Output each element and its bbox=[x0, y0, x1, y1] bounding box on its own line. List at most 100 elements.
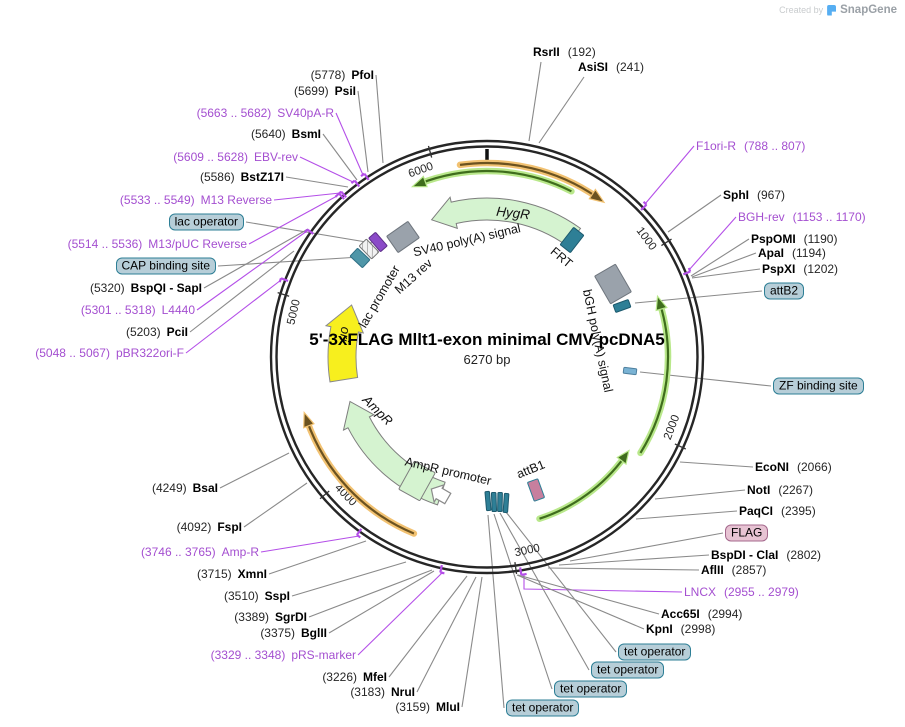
primer-foot-bgh-rev bbox=[682, 270, 691, 276]
sv40-polya-label: SV40 poly(A) signal bbox=[412, 221, 522, 259]
bgh-polya-block bbox=[594, 264, 632, 304]
callout-line-38 bbox=[569, 532, 724, 562]
callout-line-33 bbox=[634, 290, 763, 304]
callout-line-13 bbox=[185, 279, 282, 354]
tick-3000 bbox=[514, 562, 518, 575]
callout-line-0 bbox=[375, 74, 384, 164]
primer-foot-ebv-rev bbox=[353, 179, 361, 188]
lac-operator-block bbox=[359, 238, 379, 260]
callout-line-47 bbox=[487, 514, 505, 709]
callout-line-19 bbox=[308, 569, 433, 618]
callout-line-35 bbox=[679, 461, 754, 468]
orf-arrow-green-right-lower-glow bbox=[536, 453, 628, 522]
ori-label: ori bbox=[337, 326, 354, 343]
callout-line-8 bbox=[248, 195, 338, 245]
tick-label-5000: 5000 bbox=[285, 298, 302, 326]
tick-5000 bbox=[277, 292, 290, 297]
callout-line-23 bbox=[416, 576, 477, 693]
orf-arrow-orange-top-core bbox=[459, 161, 598, 199]
primer-mark-pbr322ori-f bbox=[278, 277, 283, 283]
callout-line-45 bbox=[499, 512, 590, 671]
feature-blocks bbox=[349, 221, 638, 514]
tick-2000 bbox=[674, 443, 687, 450]
attb2-block bbox=[612, 299, 632, 313]
callout-lines bbox=[185, 61, 772, 709]
orf-arrow-green-top-head bbox=[410, 175, 428, 188]
tick-label-2000: 2000 bbox=[662, 413, 682, 441]
primer-mark-m13-puc-reverse bbox=[334, 192, 340, 198]
orf-arrow-orange-top-head bbox=[588, 188, 606, 204]
ori-band bbox=[324, 304, 365, 383]
attb1-label: attB1 bbox=[515, 457, 547, 481]
callout-line-21 bbox=[357, 571, 444, 656]
orf-arrow-orange-left-head bbox=[303, 410, 315, 429]
callout-line-44 bbox=[505, 511, 617, 653]
callout-line-5 bbox=[285, 176, 349, 188]
created-by-text: Created by bbox=[779, 5, 824, 15]
callout-line-18 bbox=[291, 561, 407, 597]
sv40-polya-block bbox=[386, 221, 420, 253]
callout-line-4 bbox=[299, 156, 354, 183]
callout-line-32 bbox=[691, 268, 761, 279]
snapgene-brand-text: SnapGene bbox=[840, 4, 897, 16]
ampr-promoter-arrow bbox=[430, 483, 452, 505]
callout-line-15 bbox=[243, 482, 308, 528]
callout-line-27 bbox=[644, 145, 695, 205]
snapgene-watermark: Created by SnapGene bbox=[779, 4, 897, 16]
callout-line-37 bbox=[635, 510, 738, 520]
tet-operator-block-3 bbox=[497, 491, 503, 513]
primer-mark-l4440 bbox=[304, 228, 308, 234]
callout-line-11 bbox=[196, 230, 308, 311]
hygr-label: HygR bbox=[496, 204, 531, 222]
callout-line-40 bbox=[547, 567, 700, 571]
plasmid-title-block: 5'-3xFLAG Mllt1-exon minimal CMV pcDNA5 … bbox=[309, 330, 664, 367]
orf-arrow-green-right-lower-head bbox=[616, 449, 630, 466]
lac-promoter-label: lac promoter bbox=[356, 263, 403, 330]
tet-operator-block-1 bbox=[484, 490, 492, 512]
callout-line-10 bbox=[203, 228, 309, 289]
orf-arrow-green-right-lower-core bbox=[539, 456, 626, 520]
callout-line-36 bbox=[654, 489, 746, 500]
zf-binding-block bbox=[622, 366, 638, 376]
callout-line-9 bbox=[217, 256, 361, 267]
orf-arrow-green-right-upper-core bbox=[639, 303, 670, 454]
callout-line-39 bbox=[558, 554, 710, 566]
callout-line-12 bbox=[189, 250, 295, 333]
tet-operator-block-2 bbox=[490, 491, 498, 513]
m13-rev-block bbox=[368, 232, 388, 252]
primer-mark-ebv-rev bbox=[350, 179, 356, 184]
callout-line-41 bbox=[523, 574, 683, 593]
callout-line-28 bbox=[667, 194, 722, 233]
callout-line-46 bbox=[493, 513, 553, 690]
callout-line-30 bbox=[690, 238, 750, 277]
callout-line-25 bbox=[528, 61, 542, 142]
primer-foot-pbr322ori-f bbox=[280, 277, 289, 282]
tick-label-3000: 3000 bbox=[514, 542, 542, 559]
frt-block bbox=[560, 227, 584, 253]
callout-line-42 bbox=[517, 574, 660, 615]
primer-marks bbox=[278, 172, 692, 576]
orf-arrow-orange-left-core bbox=[305, 420, 415, 535]
tick-4000 bbox=[319, 490, 330, 500]
primer-foot-sv40pa-r bbox=[363, 173, 370, 181]
tick-6000 bbox=[427, 145, 433, 158]
snapgene-flag-icon bbox=[827, 4, 837, 16]
primer-foot-lncx bbox=[519, 567, 523, 575]
plasmid-length: 6270 bp bbox=[463, 352, 511, 367]
callout-line-20 bbox=[328, 570, 435, 634]
cap-binding-block bbox=[349, 248, 371, 268]
orf-arrows bbox=[303, 159, 672, 537]
callout-line-24 bbox=[461, 576, 483, 708]
plasmid-ring bbox=[269, 139, 705, 575]
tet-operator-block-4 bbox=[502, 492, 510, 514]
callout-line-1 bbox=[357, 90, 369, 173]
ring-inner bbox=[275, 145, 699, 569]
primer-foot-amp-r bbox=[355, 528, 363, 536]
callout-line-2 bbox=[335, 112, 364, 176]
callout-line-34 bbox=[639, 371, 772, 387]
orf-arrow-green-top-core bbox=[419, 169, 572, 193]
callout-line-6 bbox=[273, 192, 341, 201]
primer-foot-m13-puc-reverse bbox=[338, 192, 345, 200]
callout-line-3 bbox=[322, 133, 358, 181]
